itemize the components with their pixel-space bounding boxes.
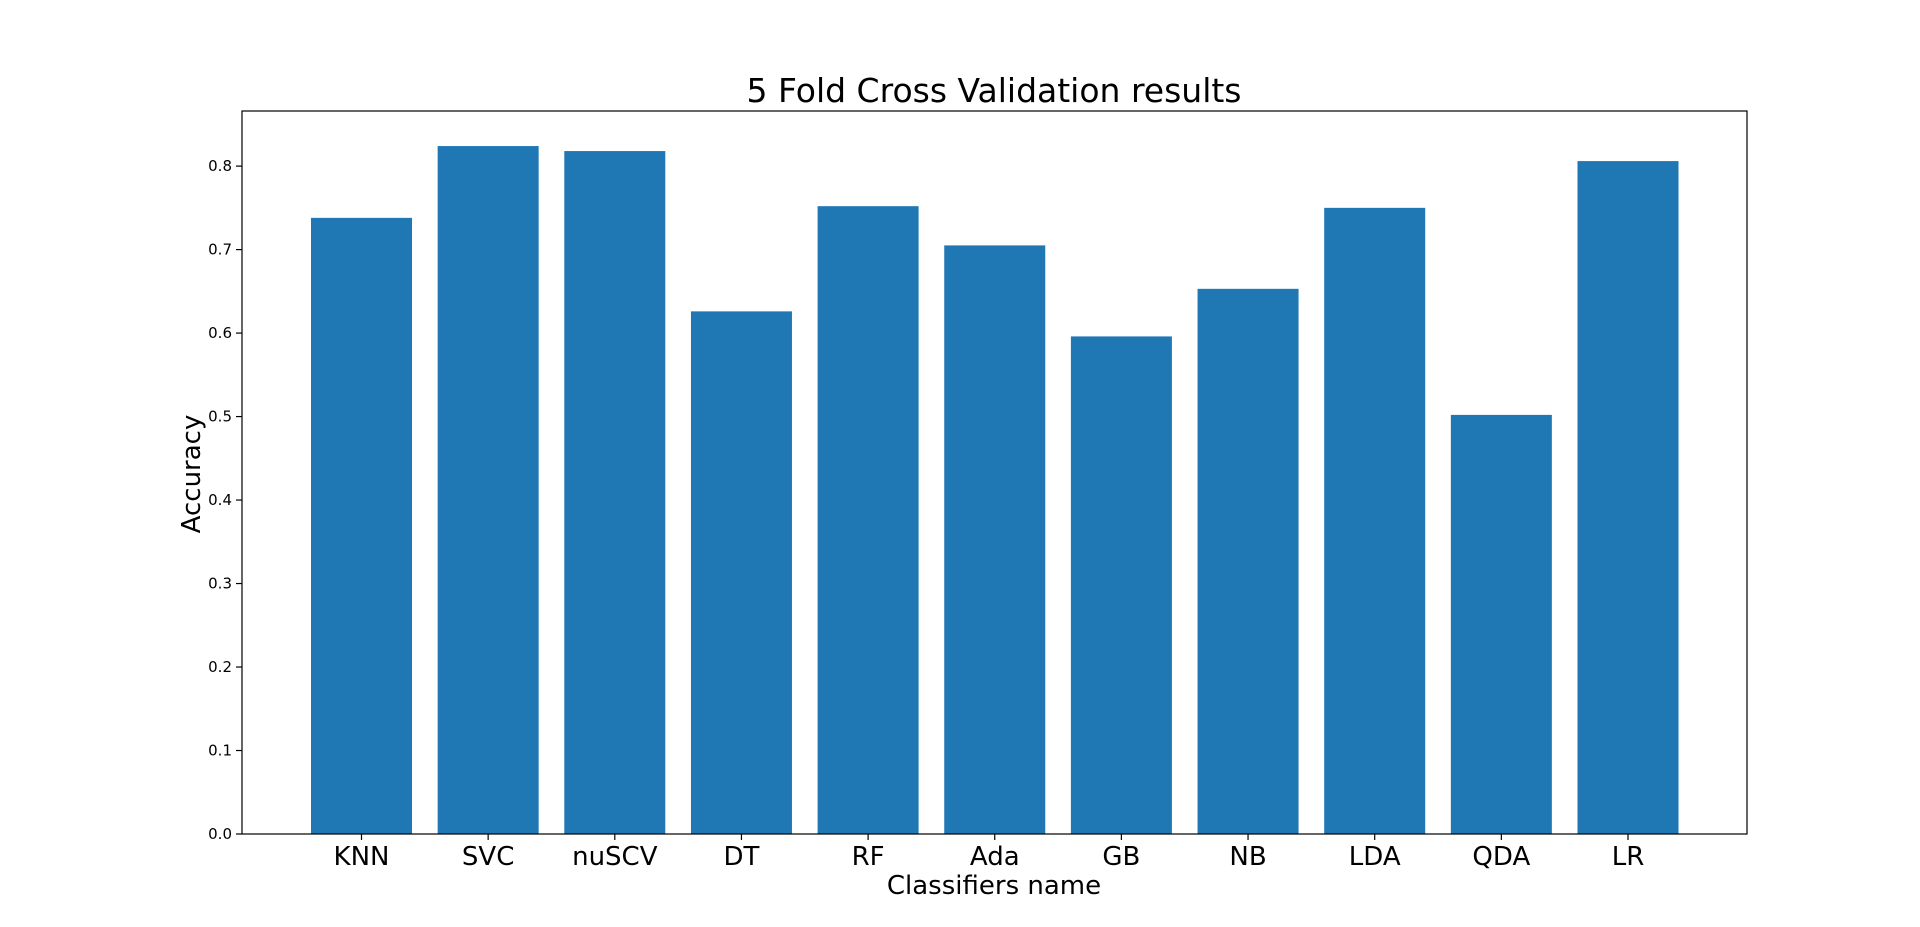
y-tick-label: 0.5: [208, 408, 232, 426]
x-tick-label-svc: SVC: [462, 842, 514, 872]
x-tick-label-dt: DT: [723, 842, 759, 872]
y-axis: 0.0 0.1 0.2 0.3 0.4 0.5 0.6 0.7 0.8: [208, 157, 242, 843]
y-tick-label: 0.8: [208, 157, 232, 175]
bar-ada: [944, 245, 1046, 834]
x-tick-label-lda: LDA: [1349, 842, 1401, 872]
y-tick-label: 0.7: [208, 241, 232, 259]
y-tick-label: 0.1: [208, 742, 232, 760]
x-tick-label-nb: NB: [1229, 842, 1266, 872]
y-tick-label: 0.6: [208, 324, 232, 342]
y-axis-label: Accuracy: [177, 415, 207, 534]
x-tick-label-qda: QDA: [1472, 842, 1530, 872]
x-axis-label: Classifiers name: [887, 871, 1101, 901]
x-tick-label-gb: GB: [1102, 842, 1140, 872]
bar-svc: [437, 146, 539, 834]
bar-qda: [1450, 414, 1552, 834]
y-tick-label: 0.0: [208, 825, 232, 843]
x-tick-label-lr: LR: [1612, 842, 1645, 872]
x-tick-label-knn: KNN: [334, 842, 390, 872]
chart-title: 5 Fold Cross Validation results: [746, 71, 1241, 110]
bar-dt: [690, 311, 792, 834]
bars-group: [311, 146, 1679, 835]
x-tick-label-nuscv: nuSCV: [572, 842, 658, 872]
bar-nuscv: [564, 151, 666, 834]
y-tick-label: 0.4: [208, 491, 232, 509]
bar-nb: [1197, 288, 1299, 835]
bar-gb: [1070, 336, 1172, 834]
bar-rf: [817, 206, 919, 834]
bar-lda: [1324, 207, 1426, 835]
x-axis: KNN SVC nuSCV DT RF Ada GB NB LDA QDA LR: [334, 834, 1645, 872]
bar-knn: [311, 217, 412, 835]
x-tick-label-rf: RF: [852, 842, 885, 872]
y-tick-label: 0.2: [208, 658, 232, 676]
y-tick-label: 0.3: [208, 575, 232, 593]
x-tick-label-ada: Ada: [970, 842, 1020, 872]
bar-lr: [1577, 161, 1679, 835]
